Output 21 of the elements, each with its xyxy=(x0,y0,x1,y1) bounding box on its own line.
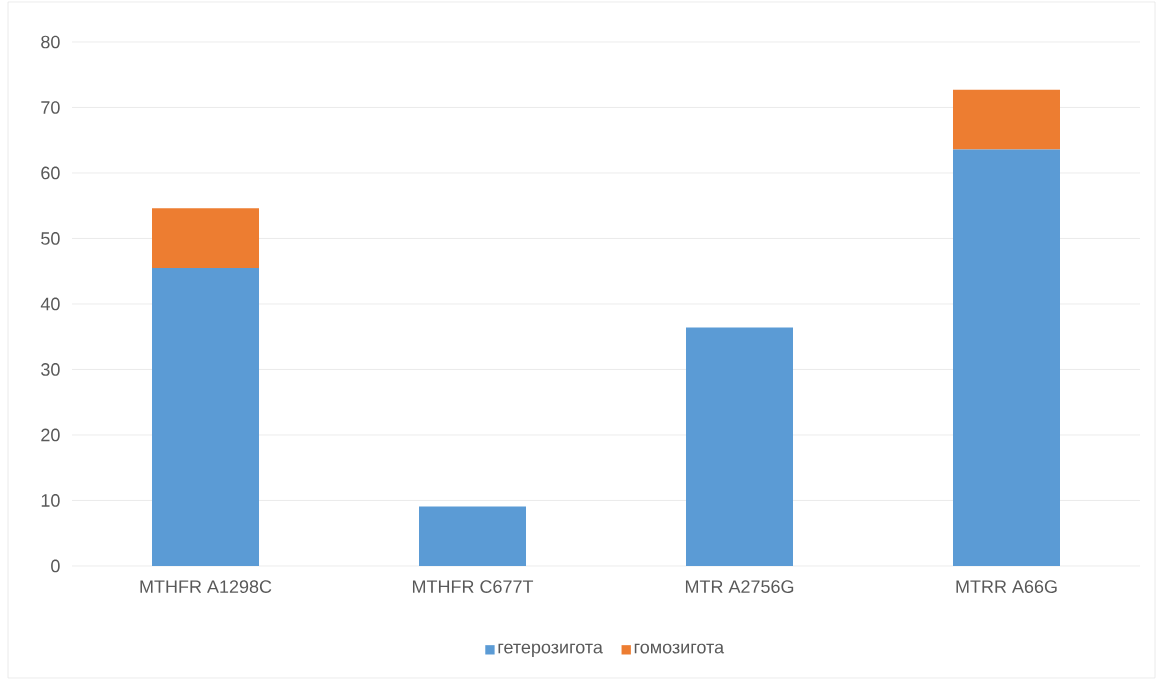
y-tick-label: 20 xyxy=(41,428,60,442)
x-tick-label: MTHFR A1298C xyxy=(140,580,272,593)
y-tick-label: 40 xyxy=(40,297,60,311)
bar xyxy=(152,267,260,566)
legend-label: гомозигота xyxy=(634,643,725,654)
bar xyxy=(419,506,527,566)
bar xyxy=(686,327,793,566)
y-tick-label: 10 xyxy=(41,494,60,507)
x-tick-label: MTRR A66G xyxy=(956,580,1057,593)
y-tick-label: 60 xyxy=(41,166,60,180)
y-tick-label: 0 xyxy=(51,559,60,573)
y-tick-label: 50 xyxy=(41,232,60,245)
x-tick-label: MTR A2756G xyxy=(685,580,794,593)
bar xyxy=(953,89,1060,150)
y-tick-label: 30 xyxy=(41,363,60,376)
y-tick-label: 70 xyxy=(41,101,60,114)
y-tick-label: 80 xyxy=(41,35,60,49)
x-tick-label: MTHFR C677T xyxy=(412,580,534,593)
bar xyxy=(152,208,260,268)
bar xyxy=(953,149,1060,566)
legend-label: гетерозигота xyxy=(498,643,603,658)
